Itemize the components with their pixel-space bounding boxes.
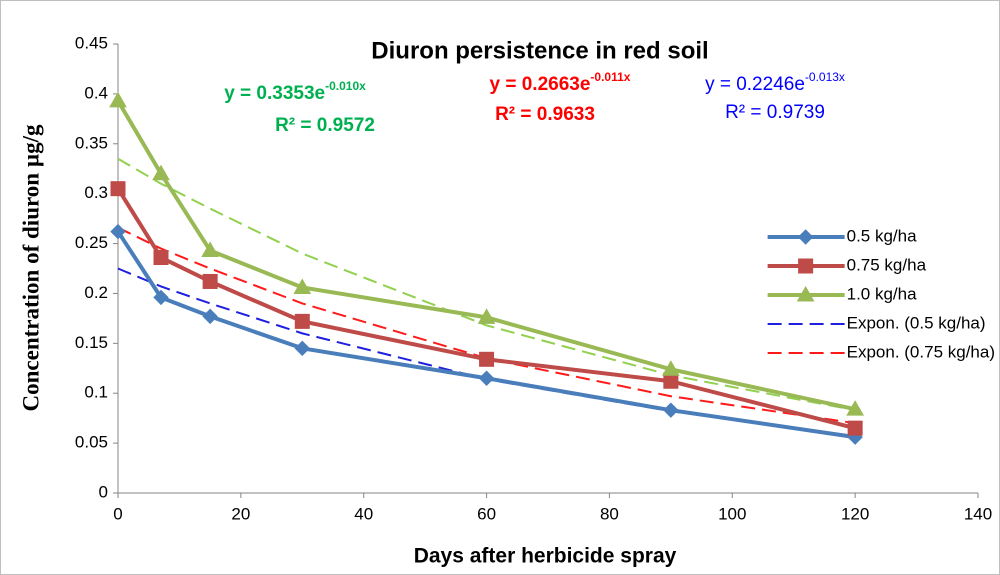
y-tick-label: 0.05 xyxy=(75,433,108,452)
trend-r2: R² = 0.9572 xyxy=(275,115,375,136)
marker xyxy=(479,351,495,367)
marker xyxy=(109,91,127,108)
marker xyxy=(846,400,865,416)
legend-label: Expon. (0.75 kg/ha) xyxy=(847,342,995,361)
y-tick-label: 0.3 xyxy=(84,183,108,202)
y-tick-label: 0.25 xyxy=(75,233,108,252)
trend-equation: y = 0.2246e-0.013x xyxy=(705,70,845,95)
y-tick-label: 0.1 xyxy=(84,383,108,402)
legend-label: 1.0 kg/ha xyxy=(847,284,917,303)
trend-r2: R² = 0.9739 xyxy=(725,102,825,123)
marker xyxy=(202,273,218,289)
marker xyxy=(153,289,169,306)
marker xyxy=(202,308,218,325)
equation-exponent: -0.013x xyxy=(805,70,845,84)
marker xyxy=(110,223,126,240)
marker xyxy=(478,370,495,386)
marker xyxy=(663,402,679,418)
trend-equation: y = 0.2663e-0.011x xyxy=(490,70,631,95)
marker xyxy=(294,340,310,357)
x-tick-label: 60 xyxy=(477,504,496,523)
legend-label: Expon. (0.5 kg/ha) xyxy=(847,313,986,332)
equation-text: y = 0.3353e xyxy=(224,83,325,104)
y-tick-label: 0.4 xyxy=(84,83,108,102)
equation-text: y = 0.2663e xyxy=(490,74,591,95)
marker xyxy=(152,164,170,181)
y-tick-label: 0.45 xyxy=(75,33,108,52)
marker xyxy=(201,241,220,258)
legend-label: 0.5 kg/ha xyxy=(847,226,917,245)
marker xyxy=(796,285,815,302)
y-tick-label: 0 xyxy=(99,482,108,501)
marker xyxy=(797,229,814,245)
x-tick-label: 20 xyxy=(231,504,250,523)
y-tick-label: 0.35 xyxy=(75,133,108,152)
marker xyxy=(661,360,680,376)
legend-label: 0.75 kg/ha xyxy=(847,255,927,274)
marker xyxy=(153,250,169,266)
marker xyxy=(293,278,312,294)
marker xyxy=(294,313,310,329)
trend-line xyxy=(117,226,856,425)
y-axis-label: Concentration of diuron µg/g xyxy=(18,124,43,411)
x-tick-label: 100 xyxy=(718,504,746,523)
y-tick-label: 0.2 xyxy=(84,283,108,302)
x-tick-label: 0 xyxy=(113,504,122,523)
x-tick-label: 40 xyxy=(354,504,373,523)
y-tick-label: 0.15 xyxy=(75,333,108,352)
marker xyxy=(110,181,126,197)
marker xyxy=(847,420,863,436)
equation-exponent: -0.011x xyxy=(590,70,630,84)
equation-text: y = 0.2246e xyxy=(705,74,805,95)
x-axis-label: Days after herbicide spray xyxy=(414,545,677,568)
chart-title: Diuron persistence in red soil xyxy=(371,37,708,64)
marker xyxy=(477,308,496,324)
trend-equation: y = 0.3353e-0.010x xyxy=(224,79,366,104)
x-tick-label: 80 xyxy=(600,504,619,523)
trend-r2: R² = 0.9633 xyxy=(495,104,595,125)
x-tick-label: 120 xyxy=(841,504,869,523)
equation-exponent: -0.010x xyxy=(325,79,366,93)
marker xyxy=(663,373,679,389)
x-tick-label: 140 xyxy=(964,504,992,523)
marker xyxy=(798,258,814,274)
